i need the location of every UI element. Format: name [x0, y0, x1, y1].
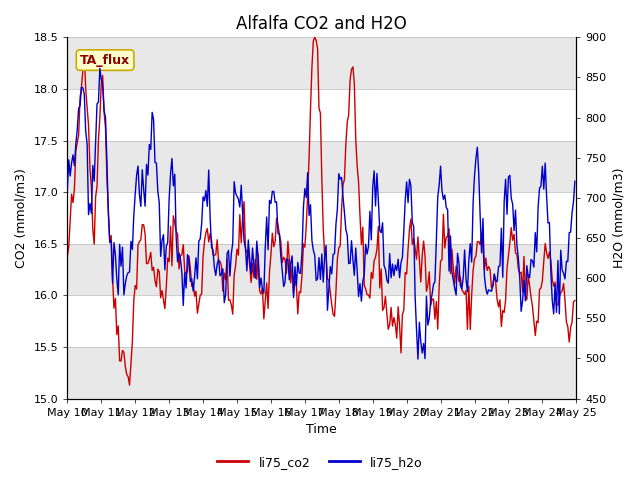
Bar	[67, 141, 576, 192]
X-axis label: Time: Time	[307, 423, 337, 436]
Title: Alfalfa CO2 and H2O: Alfalfa CO2 and H2O	[236, 15, 407, 33]
Bar	[67, 295, 576, 347]
Text: TA_flux: TA_flux	[80, 54, 130, 67]
Bar	[67, 89, 576, 141]
Y-axis label: CO2 (mmol/m3): CO2 (mmol/m3)	[15, 168, 28, 268]
Bar	[67, 37, 576, 89]
Legend: li75_co2, li75_h2o: li75_co2, li75_h2o	[212, 451, 428, 474]
Bar	[67, 244, 576, 295]
Bar	[67, 347, 576, 398]
Bar	[67, 192, 576, 244]
Y-axis label: H2O (mmol/m3): H2O (mmol/m3)	[612, 168, 625, 268]
